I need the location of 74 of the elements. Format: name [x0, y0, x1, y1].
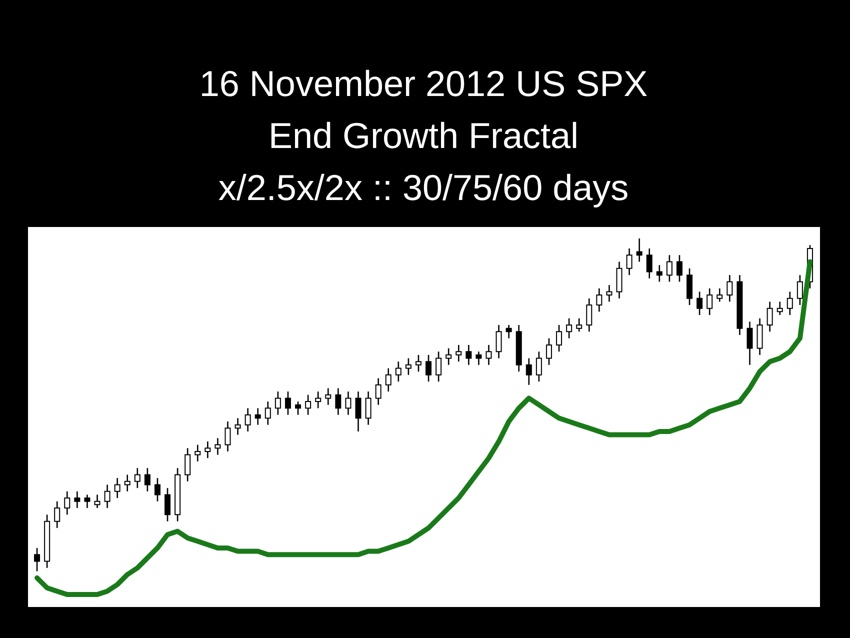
candlestick [706, 288, 713, 316]
candlestick [64, 490, 70, 516]
candlestick [164, 487, 171, 522]
candlestick [716, 288, 723, 302]
candlestick [786, 291, 793, 316]
candlestick [355, 390, 362, 432]
candlestick [274, 390, 281, 416]
candlestick [676, 254, 682, 282]
candlestick [254, 408, 261, 426]
candlestick [295, 400, 302, 416]
candlestick [134, 467, 140, 489]
candlestick [315, 390, 322, 409]
candlestick [335, 388, 342, 416]
candlestick [596, 288, 602, 312]
candlestick [194, 444, 201, 462]
candlestick [124, 474, 130, 492]
candlestick [456, 344, 462, 362]
candlestick [446, 348, 452, 366]
candlestick [486, 344, 492, 366]
candlestick [666, 254, 672, 282]
candlestick [646, 248, 652, 280]
candlestick [506, 324, 512, 339]
candlestick [606, 284, 612, 302]
candlestick [626, 248, 632, 276]
candlestick [415, 354, 422, 372]
candlestick [375, 378, 382, 406]
candlestick [776, 301, 783, 316]
candlestick [365, 390, 372, 426]
candlestick [385, 368, 392, 392]
chart-title: 16 November 2012 US SPX End Growth Fractal x/2.5x/2x :: 30/75/60 days [199, 63, 648, 208]
candlestick [476, 350, 482, 366]
candlestick [466, 344, 472, 366]
candlestick [426, 354, 432, 382]
candlestick [616, 261, 622, 300]
candlestick [576, 318, 582, 332]
candlestick [766, 301, 773, 332]
candlestick [234, 418, 241, 436]
candlestick [656, 264, 662, 282]
candlestick [636, 238, 642, 262]
candlestick [204, 440, 211, 459]
candlestick [395, 360, 402, 382]
candlestick [94, 494, 100, 509]
candlestick [54, 500, 60, 529]
candlestick [526, 358, 532, 386]
candlestick [536, 350, 542, 382]
candlestick [104, 484, 110, 509]
candlestick [436, 350, 442, 382]
candlestick [686, 268, 693, 306]
candlestick [796, 274, 803, 306]
candlestick [244, 408, 251, 432]
candlestick [566, 318, 572, 339]
candlestick [345, 390, 352, 416]
candlestick [405, 358, 412, 376]
candlestick [546, 338, 552, 366]
candlestick [696, 291, 703, 316]
candlestick [154, 477, 160, 502]
candlestick [184, 447, 191, 482]
candlestick [586, 298, 592, 332]
candlestick [756, 318, 763, 356]
candlestick [34, 547, 40, 572]
candlestick [214, 437, 221, 456]
candlestick [746, 321, 753, 366]
candlestick [264, 400, 271, 426]
candlestick [284, 390, 291, 416]
candlestick [84, 494, 90, 509]
candlestick [114, 477, 120, 499]
candlestick [224, 420, 231, 452]
candlestick [325, 388, 332, 406]
candlestick [144, 467, 150, 492]
candlestick [74, 490, 80, 509]
candlestick [726, 274, 733, 302]
candlestick [305, 394, 312, 416]
candlestick [556, 324, 562, 352]
candlestick [496, 324, 502, 359]
